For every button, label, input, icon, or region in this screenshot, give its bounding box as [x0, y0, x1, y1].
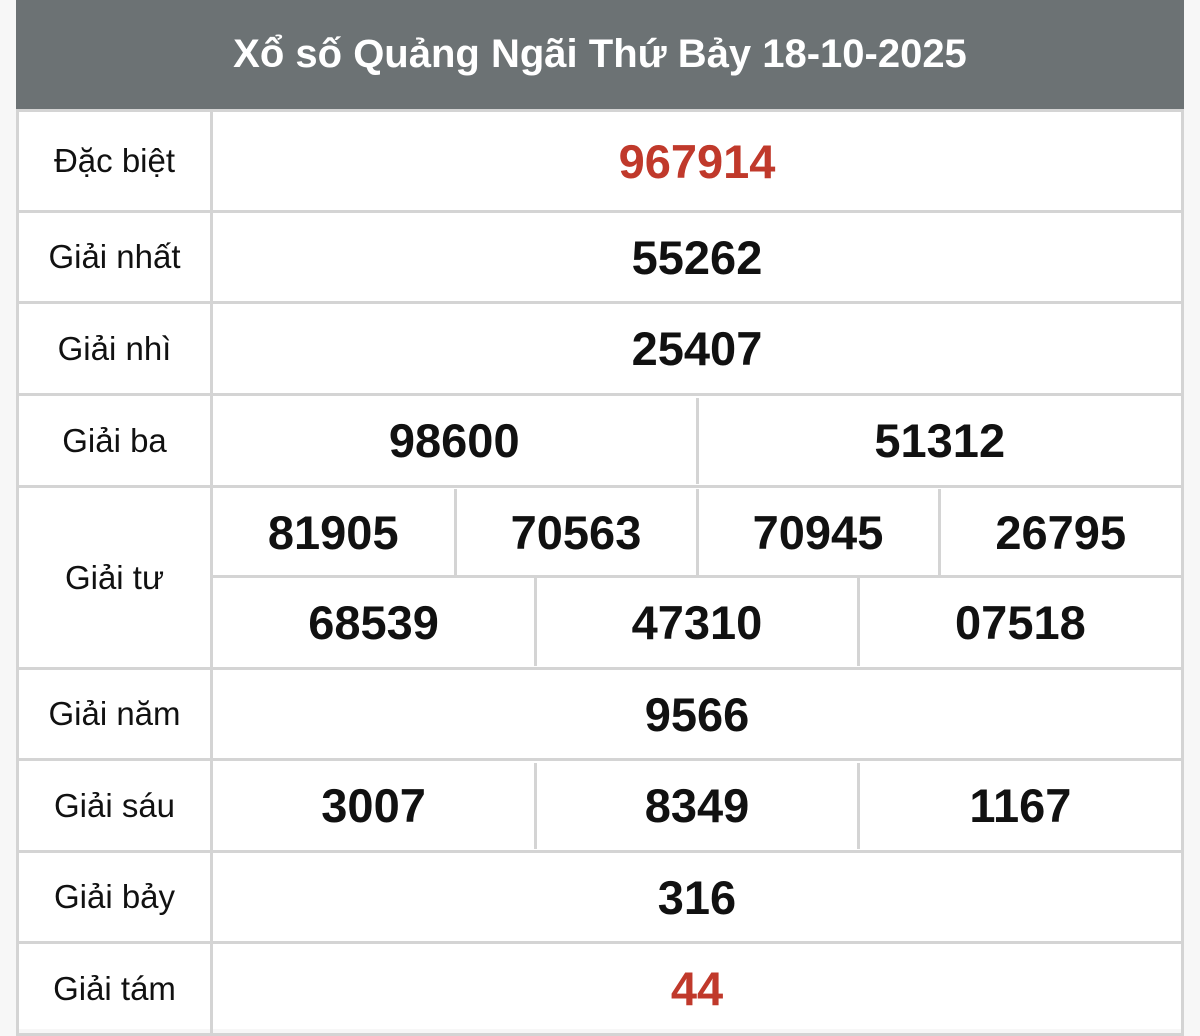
prize-label: Đặc biệt — [16, 109, 213, 213]
prize-number: 25407 — [210, 301, 1184, 396]
row-sixth: Giải sáu 3007 8349 1167 — [16, 758, 1184, 853]
prize-label: Giải nhì — [16, 301, 213, 396]
row-fifth: Giải năm 9566 — [16, 667, 1184, 761]
lottery-results: Xổ số Quảng Ngãi Thứ Bảy 18-10-2025 Đặc … — [16, 0, 1184, 1036]
prize-number: 81905 — [267, 505, 399, 559]
row-seventh: Giải bảy 316 — [16, 850, 1184, 944]
prize-number: 07518 — [856, 578, 1181, 666]
prize-number: 70945 — [695, 489, 939, 577]
prize-number: 9566 — [210, 667, 1184, 761]
prize-label: Giải nhất — [16, 210, 213, 304]
prize-label: Giải tám — [16, 941, 213, 1036]
results-table: Đặc biệt 967914 Giải nhất 55262 Giải nhì 25… — [16, 109, 1184, 1036]
row-third: Giải ba 98600 51312 — [16, 393, 1184, 488]
row-first: Giải nhất 55262 — [16, 210, 1184, 304]
prize-number: 51312 — [695, 397, 1181, 484]
row-eighth: Giải tám 44 — [16, 941, 1184, 1036]
row-fourth: Giải tư 81905 70563 70945 26795 68539 47… — [16, 485, 1184, 670]
row-special: Đặc biệt 967914 — [16, 109, 1184, 213]
prize-label: Giải ba — [16, 393, 213, 488]
prize-number: 8349 — [534, 762, 859, 849]
prize-number: 3007 — [321, 779, 426, 832]
prize-number: 68539 — [308, 595, 439, 649]
prize-label: Giải sáu — [16, 758, 213, 853]
prize-number: 98600 — [388, 414, 520, 467]
page-title: Xổ số Quảng Ngãi Thứ Bảy 18-10-2025 — [16, 0, 1184, 109]
special-number: 967914 — [210, 109, 1184, 213]
prize-number: 26795 — [937, 489, 1181, 577]
prize-number: 70563 — [453, 489, 697, 577]
prize-number: 55262 — [210, 210, 1184, 304]
prize-label: Giải bảy — [16, 850, 213, 944]
prize-number: 316 — [210, 850, 1184, 944]
eighth-number: 44 — [210, 941, 1184, 1036]
row-second: Giải nhì 25407 — [16, 301, 1184, 396]
prize-number: 47310 — [534, 578, 859, 666]
prize-number: 1167 — [856, 762, 1181, 849]
prize-label: Giải tư — [16, 485, 213, 670]
prize-label: Giải năm — [16, 667, 213, 761]
